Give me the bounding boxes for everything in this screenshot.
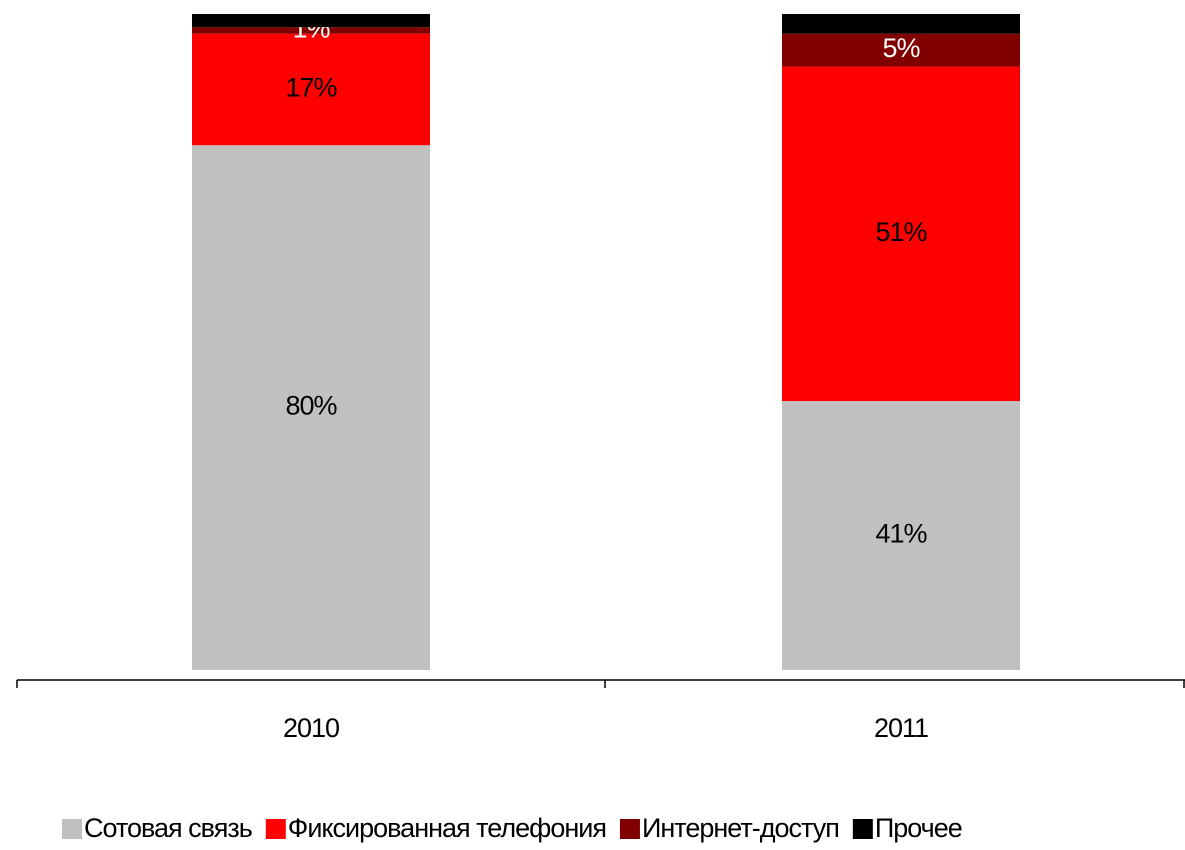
- data-label: 51%: [875, 217, 927, 247]
- bar-segment: [782, 401, 1020, 670]
- data-label: 17%: [285, 73, 337, 103]
- bar-segment: [192, 33, 430, 146]
- legend-swatch: [265, 819, 286, 839]
- data-label: 41%: [875, 519, 927, 549]
- legend-swatch: [62, 819, 82, 839]
- x-tick-label: 2010: [283, 713, 339, 743]
- legend-label: Интернет-доступ: [642, 813, 839, 843]
- x-tick-label: 2011: [874, 713, 928, 743]
- legend-swatch: [619, 819, 640, 839]
- data-label: 5%: [882, 33, 920, 63]
- bar-segment: [782, 14, 1020, 34]
- legend-swatch: [852, 819, 873, 839]
- bar-segment: [782, 33, 1020, 67]
- data-label: 80%: [285, 391, 337, 421]
- legend-label: Прочее: [875, 813, 962, 843]
- bar-segment: [192, 14, 430, 28]
- legend-label: Сотовая связь: [84, 813, 252, 843]
- legend-label: Фиксированная телефония: [288, 813, 606, 843]
- bar-segment: [192, 27, 430, 34]
- bar-segment: [192, 145, 430, 670]
- bar-segment: [782, 66, 1020, 402]
